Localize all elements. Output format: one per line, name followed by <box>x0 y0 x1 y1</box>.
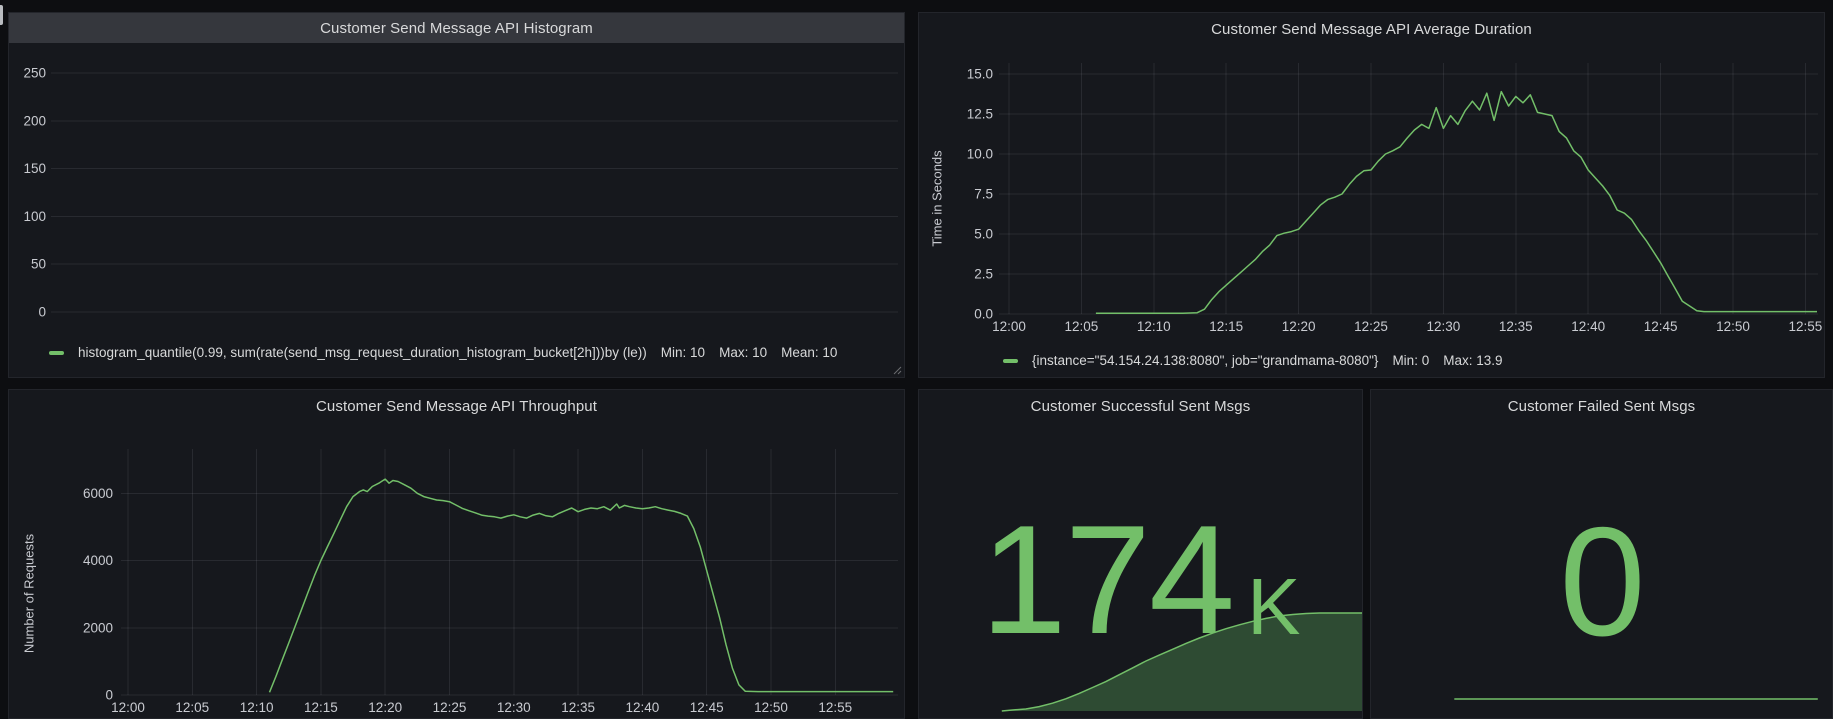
histogram-chart-area[interactable]: 0 50 100 150 200 250 <box>9 13 904 377</box>
throughput-chart-area[interactable]: 020004000600012:0012:0512:1012:1512:2012… <box>9 390 904 718</box>
avg-duration-legend: {instance="54.154.24.138:8080", job="gra… <box>1003 353 1803 368</box>
svg-text:12:20: 12:20 <box>1282 319 1316 334</box>
series-color-swatch <box>1003 359 1018 363</box>
panel-avg-duration: Customer Send Message API Average Durati… <box>918 12 1825 378</box>
svg-text:12:35: 12:35 <box>561 700 595 715</box>
svg-text:12:15: 12:15 <box>1209 319 1243 334</box>
panel-failed-title[interactable]: Customer Failed Sent Msgs <box>1508 398 1696 415</box>
svg-text:5.0: 5.0 <box>974 227 993 242</box>
failed-stat-value: 0 <box>1559 504 1643 659</box>
series-color-swatch <box>49 351 64 355</box>
svg-text:12:25: 12:25 <box>433 700 467 715</box>
svg-text:12:45: 12:45 <box>690 700 724 715</box>
svg-text:12:50: 12:50 <box>754 700 788 715</box>
avg-duration-series-name[interactable]: {instance="54.154.24.138:8080", job="gra… <box>1032 353 1378 368</box>
histogram-legend: histogram_quantile(0.99, sum(rate(send_m… <box>49 345 881 360</box>
svg-text:12:55: 12:55 <box>1789 319 1823 334</box>
histogram-mean-stat: Mean: 10 <box>781 345 837 360</box>
svg-text:2000: 2000 <box>83 620 113 635</box>
histogram-series-name[interactable]: histogram_quantile(0.99, sum(rate(send_m… <box>78 345 647 360</box>
svg-text:0: 0 <box>38 305 46 320</box>
svg-text:12:30: 12:30 <box>1427 319 1461 334</box>
avg-duration-chart-area[interactable]: 0.0 2.5 5.0 7.5 10.0 12.5 15.0 12:00 12:05 12:10 1… <box>919 13 1824 377</box>
svg-text:12:35: 12:35 <box>1499 319 1533 334</box>
svg-text:7.5: 7.5 <box>974 187 993 202</box>
svg-text:12:05: 12:05 <box>1065 319 1099 334</box>
svg-text:12:05: 12:05 <box>175 700 209 715</box>
panel-resize-handle[interactable] <box>892 365 902 375</box>
histogram-max-stat: Max: 10 <box>719 345 767 360</box>
svg-text:12:45: 12:45 <box>1644 319 1678 334</box>
svg-text:2.5: 2.5 <box>974 267 993 282</box>
svg-text:12:10: 12:10 <box>1137 319 1171 334</box>
svg-text:10.0: 10.0 <box>967 147 993 162</box>
panel-throughput: Customer Send Message API Throughput Num… <box>8 389 905 719</box>
svg-text:12:00: 12:00 <box>992 319 1026 334</box>
failed-sparkline <box>1371 692 1833 704</box>
svg-text:0.0: 0.0 <box>974 307 993 322</box>
svg-text:4000: 4000 <box>83 553 113 568</box>
svg-text:12:30: 12:30 <box>497 700 531 715</box>
svg-text:12:10: 12:10 <box>240 700 274 715</box>
svg-text:12:55: 12:55 <box>818 700 852 715</box>
success-stat-value-row: 174 K <box>919 502 1362 657</box>
grafana-dashboard: { "theme": { "page_bg": "#0d0e11", "pane… <box>0 0 1833 719</box>
failed-stat-value-row: 0 <box>1371 504 1832 659</box>
svg-text:12:00: 12:00 <box>111 700 145 715</box>
svg-text:12:40: 12:40 <box>626 700 660 715</box>
avg-duration-min-stat: Min: 0 <box>1392 353 1429 368</box>
svg-text:12:15: 12:15 <box>304 700 338 715</box>
panel-failed-stat: Customer Failed Sent Msgs 0 <box>1370 389 1833 719</box>
panel-success-stat: Customer Successful Sent Msgs 174 K <box>918 389 1363 719</box>
svg-text:200: 200 <box>23 113 46 128</box>
svg-text:12:25: 12:25 <box>1354 319 1388 334</box>
svg-text:50: 50 <box>31 257 46 272</box>
svg-text:12:20: 12:20 <box>368 700 402 715</box>
panel-success-title[interactable]: Customer Successful Sent Msgs <box>1031 398 1251 415</box>
svg-text:12:40: 12:40 <box>1571 319 1605 334</box>
side-menu-edge <box>0 5 3 25</box>
svg-text:6000: 6000 <box>83 486 113 501</box>
success-stat-unit: K <box>1247 567 1300 647</box>
success-stat-value: 174 <box>981 502 1234 657</box>
svg-text:12:50: 12:50 <box>1716 319 1750 334</box>
svg-text:12.5: 12.5 <box>967 107 993 122</box>
svg-text:150: 150 <box>23 161 46 176</box>
svg-text:100: 100 <box>23 209 46 224</box>
svg-text:250: 250 <box>23 66 46 81</box>
panel-histogram: Customer Send Message API Histogram 0501… <box>8 12 905 378</box>
histogram-min-stat: Min: 10 <box>661 345 705 360</box>
svg-text:15.0: 15.0 <box>967 67 993 82</box>
avg-duration-max-stat: Max: 13.9 <box>1443 353 1502 368</box>
